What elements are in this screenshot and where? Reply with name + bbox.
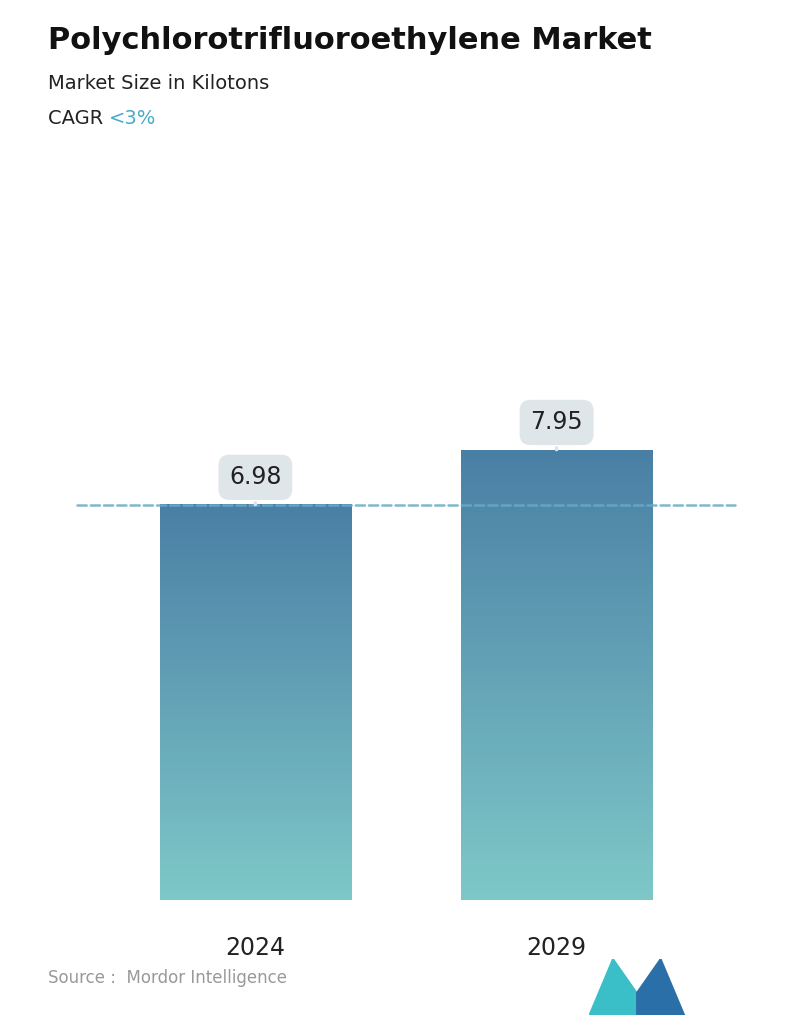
Polygon shape	[637, 959, 685, 1015]
Polygon shape	[589, 993, 637, 1015]
Text: Polychlorotrifluoroethylene Market: Polychlorotrifluoroethylene Market	[48, 26, 652, 55]
Text: CAGR: CAGR	[48, 109, 109, 127]
Text: 2029: 2029	[527, 937, 587, 961]
Text: 6.98: 6.98	[229, 465, 282, 505]
Text: <3%: <3%	[109, 109, 157, 127]
Polygon shape	[637, 993, 685, 1015]
Text: Source :  Mordor Intelligence: Source : Mordor Intelligence	[48, 970, 287, 987]
Text: 2024: 2024	[225, 937, 285, 961]
Text: 7.95: 7.95	[530, 410, 583, 450]
Text: Market Size in Kilotons: Market Size in Kilotons	[48, 74, 269, 93]
Polygon shape	[589, 959, 637, 1015]
